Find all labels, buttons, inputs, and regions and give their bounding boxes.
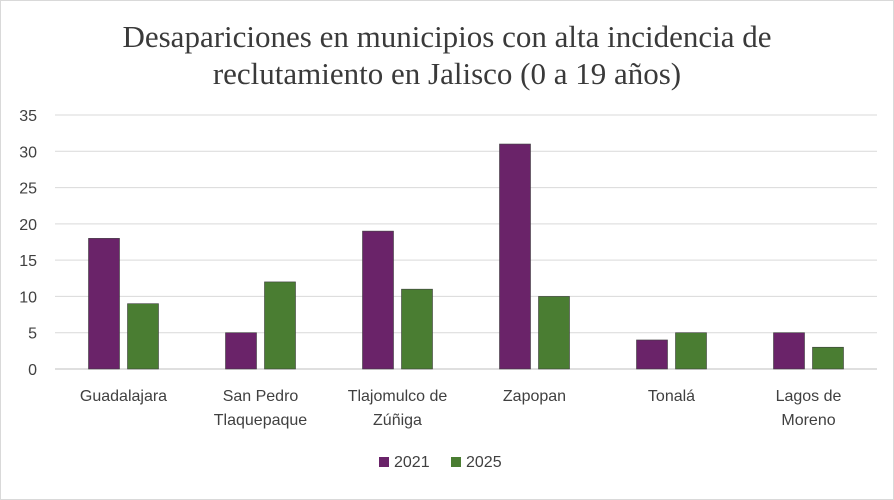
bar-2025-4	[675, 332, 707, 370]
y-tick-label: 5	[28, 326, 37, 343]
chart-title: Desapariciones en municipios con alta in…	[122, 19, 771, 91]
x-category-label: Tlajomulco de	[348, 388, 448, 405]
x-category-label: Moreno	[781, 412, 835, 429]
bar-2025-3	[538, 296, 570, 370]
x-category-label: Zúñiga	[373, 412, 422, 429]
bar-2021-0	[88, 238, 120, 370]
bar-2025-0	[127, 303, 159, 370]
y-tick-label: 25	[19, 181, 37, 198]
legend[interactable]: 2021 2025	[379, 454, 502, 471]
x-category-label: Zapopan	[503, 388, 566, 405]
y-tick-label: 10	[19, 289, 37, 306]
y-tick-label: 20	[19, 217, 37, 234]
bar-2021-1	[225, 332, 257, 370]
x-category-label: Tlaquepaque	[214, 412, 308, 429]
legend-swatch-2021	[379, 457, 389, 467]
x-category-label: Lagos de	[776, 388, 842, 405]
bar-2025-2	[401, 288, 433, 370]
chart-title-line: Desapariciones en municipios con alta in…	[122, 19, 771, 54]
x-category-label: Guadalajara	[80, 388, 167, 405]
y-tick-label: 15	[19, 253, 37, 270]
gridlines	[55, 114, 877, 370]
legend-label-2021[interactable]: 2021	[394, 454, 430, 471]
legend-label-2025[interactable]: 2025	[466, 454, 502, 471]
x-category-label: San Pedro	[223, 388, 299, 405]
bar-2021-3	[499, 143, 531, 370]
y-tick-label: 30	[19, 144, 37, 161]
bar-2025-1	[264, 281, 296, 370]
y-tick-label: 35	[19, 108, 37, 125]
y-axis-ticks: 0 5 10 15 20 25 30 35	[19, 108, 37, 379]
bar-2021-5	[773, 332, 805, 370]
x-category-label: Tonalá	[648, 388, 695, 405]
legend-swatch-2025	[451, 457, 461, 467]
chart-title-line: reclutamiento en Jalisco (0 a 19 años)	[213, 56, 681, 91]
bars	[88, 143, 844, 370]
y-tick-label: 0	[28, 362, 37, 379]
bar-2025-5	[812, 346, 844, 370]
x-axis-categories: Guadalajara San Pedro Tlaquepaque Tlajomulc…	[80, 388, 842, 429]
bar-2021-4	[636, 339, 668, 370]
bar-2021-2	[362, 230, 394, 370]
